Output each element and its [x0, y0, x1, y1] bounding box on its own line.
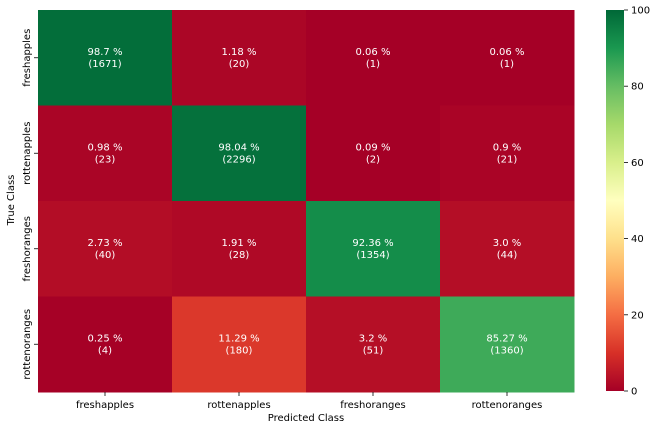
cell-percent-label: 0.9 %: [493, 142, 522, 153]
cell-percent-label: 0.09 %: [356, 142, 391, 153]
cell-count-label: (2): [366, 154, 380, 165]
colorbar-gradient: [606, 10, 624, 391]
cell-percent-label: 92.36 %: [352, 238, 393, 249]
cell-percent-label: 11.29 %: [218, 333, 259, 344]
colorbar: 0 20 40 60 80 100: [606, 6, 650, 398]
cell-count-label: (21): [497, 154, 518, 165]
cell-count-label: (1): [366, 59, 380, 70]
x-axis-title: Predicted Class: [268, 413, 344, 424]
cell-count-label: (4): [98, 345, 112, 356]
cell-count-label: (44): [497, 250, 518, 261]
x-tick-label: rottenapples: [207, 400, 270, 411]
cell-percent-label: 0.98 %: [88, 142, 123, 153]
cell-count-label: (40): [95, 250, 116, 261]
cell-percent-label: 98.7 %: [88, 47, 123, 58]
cell-percent-label: 0.06 %: [356, 47, 391, 58]
cell-count-label: (1360): [490, 345, 523, 356]
cell-percent-label: 0.06 %: [490, 47, 525, 58]
x-tick-label: freshoranges: [340, 400, 406, 411]
heatmap-cell-3-1: [172, 296, 307, 393]
cell-percent-label: 3.0 %: [493, 238, 522, 249]
heatmap-cell-3-2: [306, 296, 441, 393]
x-tick-label: rottenoranges: [472, 400, 543, 411]
cell-percent-label: 1.91 %: [222, 238, 257, 249]
cell-count-label: (1671): [88, 59, 121, 70]
y-axis-ticks: freshapples rottenapples freshoranges rotte…: [22, 29, 38, 380]
heatmap-cell-0-3: [440, 10, 575, 106]
cell-count-label: (2296): [222, 154, 255, 165]
cell-count-label: (51): [363, 345, 384, 356]
heatmap-cell-1-1: [172, 105, 307, 202]
heatmap-cell-0-0: [38, 10, 173, 106]
cell-percent-label: 1.18 %: [222, 47, 257, 58]
colorbar-tick-label: 80: [631, 82, 644, 93]
colorbar-tick-label: 40: [631, 234, 644, 245]
heatmap-cell-0-1: [172, 10, 307, 106]
heatmap-cell-0-2: [306, 10, 441, 106]
heatmap-cell-1-3: [440, 105, 575, 202]
colorbar-tick-label: 60: [631, 158, 644, 169]
heatmap-cell-3-0: [38, 296, 173, 393]
heatmap-cell-1-2: [306, 105, 441, 202]
heatmap-cell-2-3: [440, 201, 575, 297]
cell-count-label: (180): [226, 345, 253, 356]
y-axis-title: True Class: [6, 175, 17, 227]
colorbar-tick-label: 20: [631, 310, 644, 321]
cell-count-label: (20): [229, 59, 250, 70]
cell-percent-label: 3.2 %: [359, 333, 388, 344]
heatmap-cells: [38, 10, 575, 393]
y-tick-label: rottenapples: [22, 122, 33, 185]
heatmap-cell-2-2: [306, 201, 441, 297]
cell-percent-label: 85.27 %: [486, 333, 527, 344]
cell-count-label: (23): [95, 154, 116, 165]
x-tick-label: freshapples: [76, 400, 134, 411]
x-axis-ticks: freshapples rottenapples freshoranges rotte…: [76, 392, 542, 411]
cell-count-label: (28): [229, 250, 250, 261]
colorbar-tick-label: 100: [631, 6, 650, 17]
y-tick-label: freshoranges: [22, 216, 33, 282]
heatmap-cell-3-3: [440, 296, 575, 393]
cell-percent-label: 98.04 %: [218, 142, 259, 153]
y-tick-label: rottenoranges: [22, 309, 33, 380]
heatmap-cell-labels: 98.7 %(1671)1.18 %(20)0.06 %(1)0.06 %(1)…: [88, 47, 528, 357]
heatmap-cell-1-0: [38, 105, 173, 202]
y-tick-label: freshapples: [22, 29, 33, 87]
cell-percent-label: 2.73 %: [88, 238, 123, 249]
cell-count-label: (1): [500, 59, 514, 70]
colorbar-tick-label: 0: [631, 387, 637, 398]
cell-count-label: (1354): [356, 250, 389, 261]
cell-percent-label: 0.25 %: [88, 333, 123, 344]
heatmap-cell-2-0: [38, 201, 173, 297]
heatmap-cell-2-1: [172, 201, 307, 297]
colorbar-ticks: 0 20 40 60 80 100: [624, 6, 650, 398]
